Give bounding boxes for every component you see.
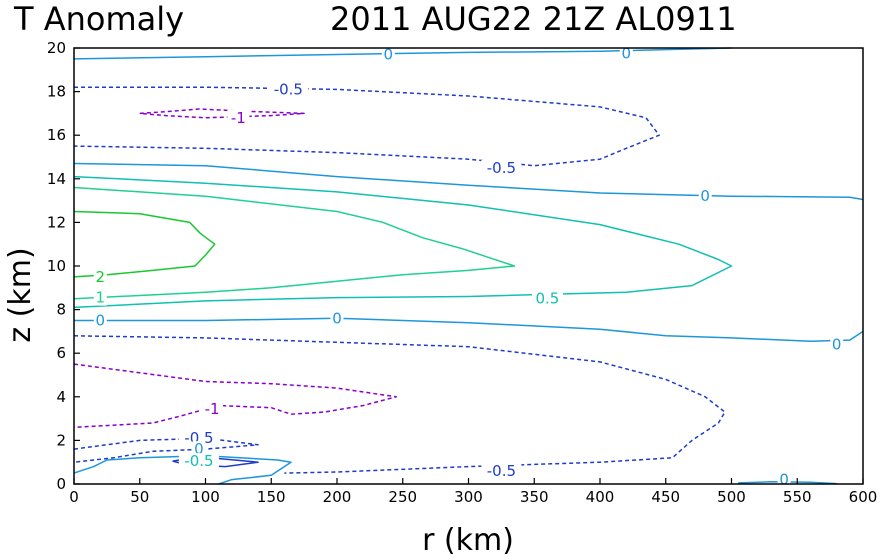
x-axis-label: r (km) — [422, 523, 514, 558]
contour-label-2: -0.5 — [274, 80, 303, 98]
y-tick-label-5: 10 — [47, 257, 66, 275]
contour-label-3: -1 — [231, 109, 246, 127]
contour-label-8: 0.5 — [535, 290, 559, 308]
contour-label-7: 1 — [96, 289, 106, 307]
contour-line-7 — [74, 317, 864, 342]
x-tick-label-6: 300 — [454, 488, 483, 506]
x-tick-label-5: 250 — [388, 488, 417, 506]
x-tick-label-9: 450 — [651, 488, 680, 506]
x-tick-label-3: 150 — [257, 488, 286, 506]
contour-lines — [73, 47, 864, 485]
contour-line-8 — [73, 335, 726, 474]
contour-line-13 — [738, 481, 837, 485]
x-tick-label-11: 550 — [783, 488, 812, 506]
contour-label-14: 0 — [194, 440, 204, 458]
contour-label-16: -0.5 — [487, 462, 516, 480]
x-tick-label-1: 50 — [130, 488, 149, 506]
chart-title-right: 2011 AUG22 21Z AL0911 — [330, 0, 737, 38]
contour-label-4: -0.5 — [487, 159, 516, 177]
x-tick-label-0: 0 — [69, 488, 79, 506]
contour-label-bg-16 — [481, 462, 522, 479]
contour-label-bg-1 — [619, 45, 633, 62]
contour-label-bg-12 — [201, 400, 224, 417]
contour-line-5 — [73, 186, 516, 300]
contour-line-4 — [73, 175, 733, 309]
contour-label-bg-2 — [268, 81, 309, 98]
x-axis: 0 50 100 150 200 250 300 350 400 450 500 550 600 — [69, 478, 877, 506]
y-axis-label: z (km) — [3, 247, 38, 342]
contour-label-bg-6 — [93, 268, 107, 285]
y-tick-label-1: 2 — [56, 431, 66, 449]
x-tick-label-4: 200 — [323, 488, 352, 506]
contour-label-5: 0 — [700, 187, 710, 205]
contour-label-bg-4 — [481, 159, 522, 176]
contour-label-bg-0 — [381, 46, 395, 63]
contour-label-bg-9 — [93, 312, 107, 329]
contour-line-1 — [73, 86, 660, 167]
y-tick-label-10: 20 — [47, 39, 66, 57]
contour-label-bg-10 — [330, 310, 344, 327]
contour-line-0 — [73, 47, 732, 60]
y-tick-label-3: 6 — [56, 344, 66, 362]
contour-label-1: 0 — [622, 44, 632, 62]
contour-label-0: 0 — [384, 46, 394, 64]
contour-label-9: 0 — [96, 312, 106, 330]
chart-title-left: T Anomaly — [13, 0, 184, 38]
x-tick-label-2: 100 — [191, 488, 220, 506]
contour-label-bg-11 — [830, 336, 844, 353]
contour-label-11: 0 — [832, 335, 842, 353]
contour-label-13: -0.5 — [184, 429, 213, 447]
y-tick-label-4: 8 — [56, 301, 66, 319]
contour-label-15: -0.5 — [184, 452, 213, 470]
x-tick-label-10: 500 — [717, 488, 746, 506]
contour-label-bg-3 — [227, 109, 250, 126]
contour-line-2 — [139, 108, 305, 119]
contour-label-bg-15 — [178, 453, 219, 470]
contour-label-bg-5 — [698, 188, 712, 205]
y-tick-label-2: 4 — [56, 388, 66, 406]
y-tick-label-0: 0 — [56, 475, 66, 493]
x-tick-label-7: 350 — [520, 488, 549, 506]
contour-label-bg-7 — [93, 289, 107, 306]
y-tick-label-6: 12 — [47, 213, 66, 231]
x-tick-label-8: 400 — [586, 488, 615, 506]
contour-label-10: 0 — [332, 309, 342, 327]
contour-line-10 — [73, 437, 259, 463]
y-tick-label-9: 18 — [47, 83, 66, 101]
contour-label-12: -1 — [205, 400, 220, 418]
y-tick-label-7: 14 — [47, 170, 66, 188]
y-axis: 0 2 4 6 8 10 12 14 16 18 20 — [47, 39, 80, 493]
contour-line-9 — [73, 363, 397, 429]
contour-label-bg-13 — [178, 430, 219, 447]
contour-line-3 — [73, 162, 864, 201]
contour-label-bg-8 — [531, 290, 563, 307]
contour-line-6 — [73, 210, 216, 278]
y-tick-label-8: 16 — [47, 126, 66, 144]
contour-label-17: 0 — [779, 471, 789, 489]
contour-label-6: 2 — [96, 268, 106, 286]
contour-line-11 — [73, 454, 292, 485]
x-tick-label-12: 600 — [849, 488, 878, 506]
